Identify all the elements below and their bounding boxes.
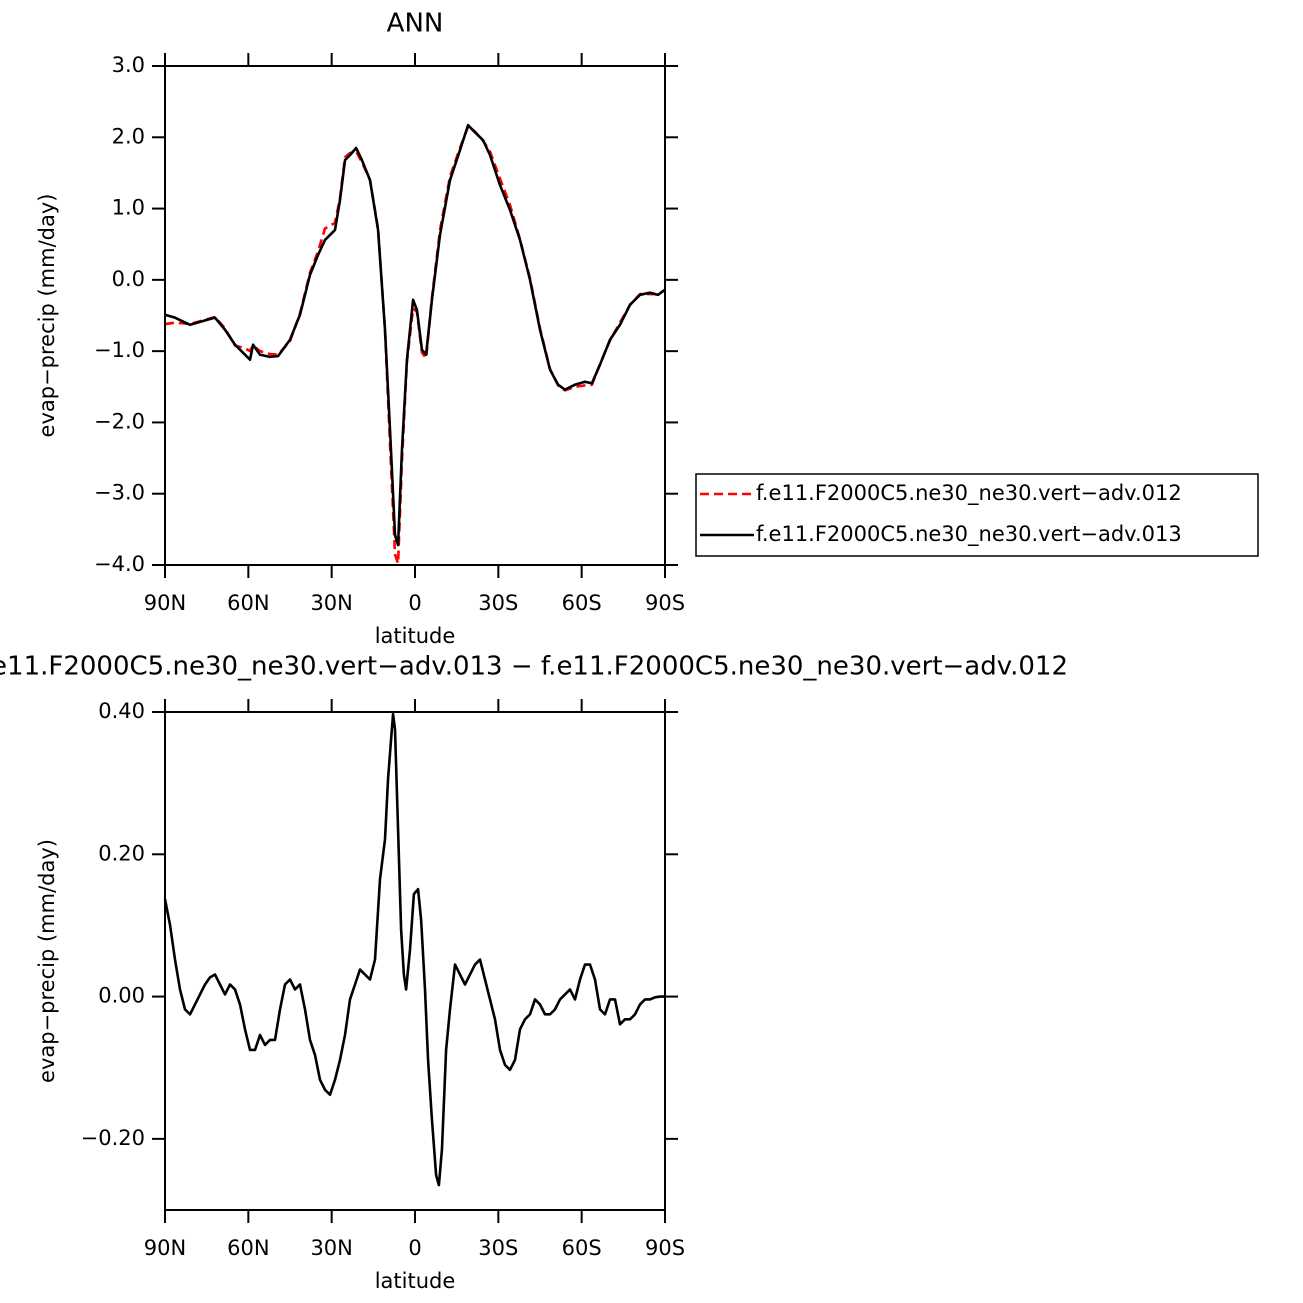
x-tick-label: 30N xyxy=(310,591,352,615)
x-axis-label: latitude xyxy=(375,624,456,648)
y-tick-label: 0.00 xyxy=(98,984,145,1008)
data-line xyxy=(164,125,666,565)
chart-title: ANN xyxy=(387,9,444,39)
x-tick-label: 60S xyxy=(562,1236,602,1260)
y-axis-label: evap−precip (mm/day) xyxy=(35,839,59,1083)
chart-title: f.e11.F2000C5.ne30_ne30.vert−adv.013 − f… xyxy=(0,652,1068,682)
y-tick-label: 3.0 xyxy=(112,53,145,77)
legend-label: f.e11.F2000C5.ne30_ne30.vert−adv.013 xyxy=(756,522,1182,547)
y-tick-label: −1.0 xyxy=(94,338,145,362)
x-tick-label: 30S xyxy=(478,1236,518,1260)
x-tick-label: 30N xyxy=(310,1236,352,1260)
y-tick-label: 1.0 xyxy=(112,196,145,220)
x-tick-label: 0 xyxy=(408,591,421,615)
x-tick-label: 90N xyxy=(144,591,186,615)
x-tick-label: 0 xyxy=(408,1236,421,1260)
x-tick-label: 90S xyxy=(645,591,685,615)
x-tick-label: 90N xyxy=(144,1236,186,1260)
y-tick-label: 2.0 xyxy=(112,124,145,148)
y-tick-label: −2.0 xyxy=(94,409,145,433)
y-tick-label: 0.20 xyxy=(98,841,145,865)
plot-frame xyxy=(164,65,666,566)
y-tick-label: −3.0 xyxy=(94,481,145,505)
x-tick-label: 60S xyxy=(562,591,602,615)
plot-frame xyxy=(164,711,666,1211)
x-tick-label: 30S xyxy=(478,591,518,615)
y-tick-label: 0.0 xyxy=(112,267,145,291)
data-line xyxy=(164,123,666,547)
y-tick-label: −4.0 xyxy=(94,552,145,576)
x-tick-label: 90S xyxy=(645,1236,685,1260)
x-tick-label: 60N xyxy=(227,591,269,615)
legend-label: f.e11.F2000C5.ne30_ne30.vert−adv.012 xyxy=(756,481,1182,506)
y-axis-label: evap−precip (mm/day) xyxy=(35,194,59,438)
x-tick-label: 60N xyxy=(227,1236,269,1260)
data-line xyxy=(163,712,665,1187)
y-tick-label: −0.20 xyxy=(81,1126,145,1150)
y-tick-label: 0.40 xyxy=(98,699,145,723)
x-axis-label: latitude xyxy=(375,1269,456,1293)
legend-box xyxy=(695,473,1259,557)
